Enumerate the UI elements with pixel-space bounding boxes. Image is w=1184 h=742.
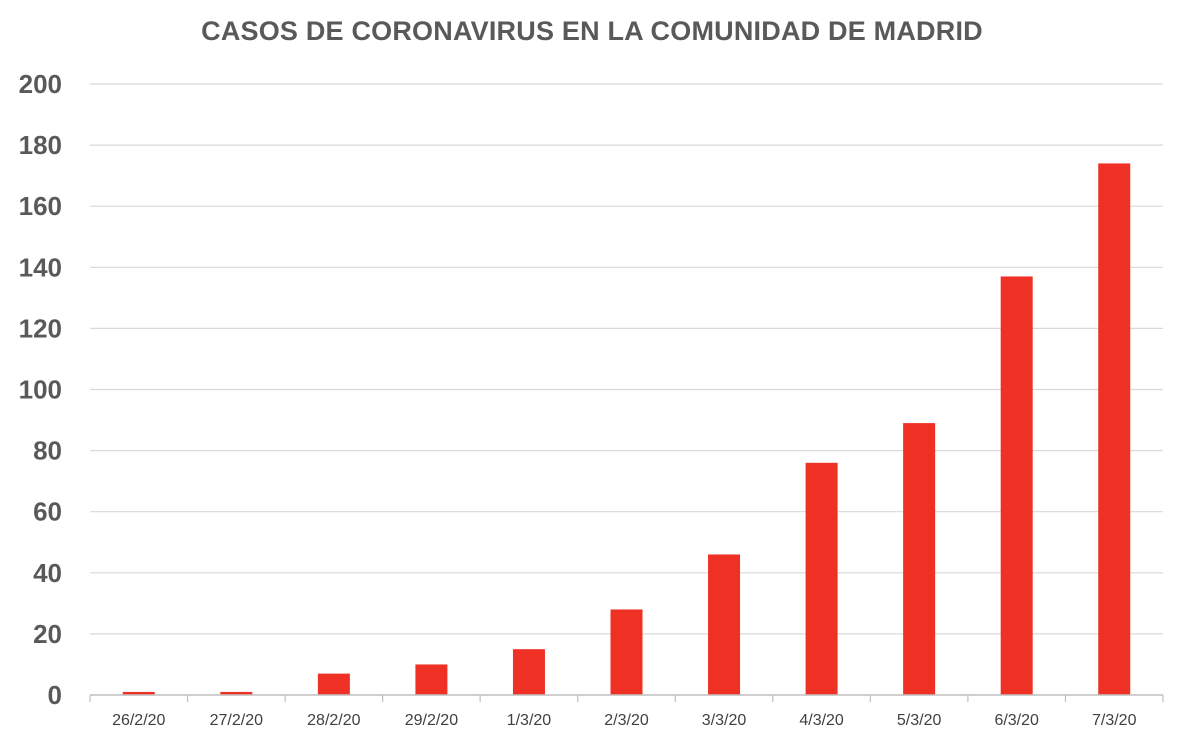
bar-29-2-20 bbox=[415, 664, 448, 695]
bar-26-2-20 bbox=[122, 691, 155, 695]
bar-1-3-20 bbox=[512, 649, 545, 695]
bar-5-3-20 bbox=[903, 423, 936, 695]
y-tick-label: 120 bbox=[19, 313, 62, 343]
gridlines bbox=[90, 83, 1163, 635]
chart-title: CASOS DE CORONAVIRUS EN LA COMUNIDAD DE … bbox=[201, 16, 983, 46]
bar-7-3-20 bbox=[1098, 163, 1131, 695]
y-tick-label: 20 bbox=[33, 619, 62, 649]
y-tick-label: 60 bbox=[33, 497, 62, 527]
x-tick-label: 6/3/20 bbox=[994, 712, 1039, 729]
y-tick-label: 40 bbox=[33, 558, 62, 588]
x-tick-label: 7/3/20 bbox=[1092, 712, 1137, 729]
y-tick-label: 100 bbox=[19, 375, 62, 405]
y-tick-label: 160 bbox=[19, 191, 62, 221]
bar-3-3-20 bbox=[708, 554, 741, 695]
x-tick-label: 1/3/20 bbox=[507, 712, 552, 729]
x-tick-label: 5/3/20 bbox=[897, 712, 942, 729]
tick-labels: 0 20 40 60 80 100 120 140 160 180 200 26/2/20 27/2/2… bbox=[19, 69, 1137, 729]
bar-2-3-20 bbox=[610, 609, 643, 695]
bar-27-2-20 bbox=[220, 691, 253, 695]
bar-4-3-20 bbox=[805, 462, 838, 695]
y-tick-label: 80 bbox=[33, 436, 62, 466]
x-tick-label: 29/2/20 bbox=[405, 712, 458, 729]
y-tick-label: 200 bbox=[19, 69, 62, 99]
x-tick-label: 2/3/20 bbox=[604, 712, 649, 729]
x-tick-label: 3/3/20 bbox=[702, 712, 747, 729]
bar-28-2-20 bbox=[317, 673, 350, 695]
y-tick-label: 180 bbox=[19, 130, 62, 160]
x-tick-label: 4/3/20 bbox=[799, 712, 844, 729]
bar-6-3-20 bbox=[1000, 276, 1033, 695]
x-tick-label: 26/2/20 bbox=[112, 712, 165, 729]
y-tick-label: 0 bbox=[48, 680, 62, 710]
axes bbox=[89, 694, 1164, 702]
bars bbox=[122, 163, 1131, 695]
x-tick-label: 28/2/20 bbox=[307, 712, 360, 729]
y-tick-label: 140 bbox=[19, 252, 62, 282]
x-tick-label: 27/2/20 bbox=[210, 712, 263, 729]
